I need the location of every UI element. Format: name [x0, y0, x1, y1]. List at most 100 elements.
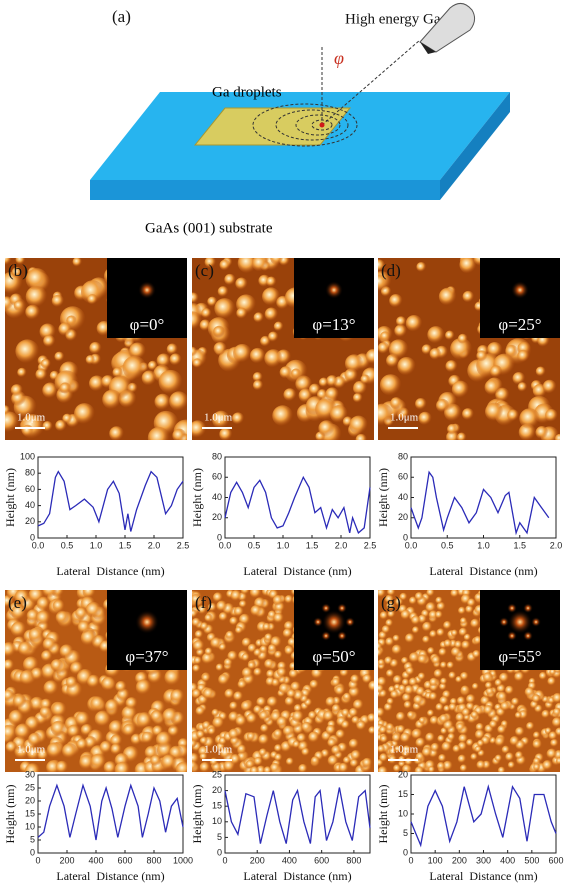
grain — [384, 656, 394, 666]
grain — [446, 661, 455, 670]
grain — [122, 723, 136, 737]
grain — [348, 738, 360, 750]
grain — [207, 296, 218, 307]
grain — [430, 742, 441, 753]
grain — [402, 764, 412, 772]
grain — [350, 750, 362, 761]
y-tick-label: 0 — [217, 847, 222, 857]
grain — [110, 743, 123, 756]
grain — [392, 674, 403, 685]
grain — [65, 676, 78, 689]
grain — [286, 688, 297, 699]
grain — [409, 652, 420, 663]
grain — [192, 609, 198, 619]
grain — [542, 760, 553, 771]
y-tick-label: 20 — [212, 512, 222, 522]
grain — [390, 397, 403, 410]
grain — [266, 276, 277, 287]
grain — [201, 308, 212, 319]
fft-spot — [337, 630, 347, 641]
fft-spot — [321, 603, 331, 614]
grain — [515, 726, 525, 737]
substrate-side — [440, 92, 510, 200]
y-tick-label: 60 — [212, 472, 222, 482]
grain — [385, 669, 395, 678]
grain — [110, 734, 123, 747]
grain — [241, 667, 254, 679]
grain — [396, 316, 407, 327]
grain — [401, 678, 410, 687]
grain — [219, 427, 233, 440]
grain — [13, 300, 25, 311]
panel-label: (d) — [381, 261, 401, 280]
grain — [331, 703, 342, 714]
grain — [509, 735, 520, 747]
grain — [292, 710, 305, 723]
y-axis-label: Height (nm) — [3, 785, 17, 844]
y-tick-label: 0 — [403, 532, 408, 542]
grain — [258, 734, 270, 746]
grain — [323, 710, 335, 722]
grain — [256, 696, 267, 708]
x-tick-label: 0.0 — [32, 540, 45, 550]
grain — [301, 721, 312, 733]
grain — [42, 382, 59, 399]
grain — [484, 681, 493, 690]
grain — [233, 691, 244, 702]
grain — [344, 354, 364, 373]
grain — [11, 604, 27, 621]
grain — [438, 647, 448, 657]
x-axis-label: Lateral Distance (nm) — [243, 869, 351, 883]
grain — [455, 722, 466, 732]
grain — [76, 738, 89, 751]
grain — [121, 705, 138, 722]
grain — [403, 700, 413, 710]
grain — [266, 669, 276, 679]
grain — [524, 687, 536, 698]
grain — [465, 694, 476, 705]
grain — [240, 590, 251, 595]
grain — [308, 710, 318, 721]
y-tick-label: 20 — [212, 785, 222, 795]
y-tick-label: 20 — [398, 512, 408, 522]
grain — [218, 611, 229, 622]
grain — [404, 685, 415, 696]
y-tick-label: 15 — [398, 789, 408, 799]
grain — [552, 717, 560, 728]
grain — [414, 591, 424, 601]
grain — [405, 666, 415, 676]
y-tick-label: 60 — [25, 484, 35, 494]
line-chart: 0 100 200 300 400 500 600 0 5 10 15 20 Lateral Dista… — [376, 769, 564, 882]
grain — [458, 733, 469, 744]
grain — [264, 307, 279, 321]
grain — [273, 321, 284, 332]
y-axis-label: Height (nm) — [190, 468, 204, 527]
grain — [36, 610, 51, 626]
grain — [411, 626, 420, 635]
grain — [233, 343, 252, 363]
grain — [141, 731, 154, 744]
grain — [273, 612, 285, 624]
y-axis-label: Height (nm) — [376, 468, 390, 527]
grain — [67, 724, 81, 739]
x-tick-label: 1.0 — [477, 540, 490, 550]
grain — [470, 753, 479, 761]
grain — [438, 713, 450, 725]
x-tick-label: 600 — [548, 855, 563, 865]
grain — [268, 331, 279, 342]
grain — [368, 726, 374, 735]
grain — [284, 696, 295, 707]
grain — [260, 335, 271, 347]
grain — [381, 625, 391, 634]
line-chart: 0.0 0.5 1.0 1.5 2.0 2.5 0 20 40 60 80 100 Lateral Di… — [3, 451, 190, 577]
x-tick-label: 2.0 — [148, 540, 161, 550]
grain — [416, 261, 427, 272]
grain — [418, 716, 427, 725]
grain — [192, 346, 198, 357]
grain — [166, 343, 178, 355]
grain — [235, 715, 248, 727]
grain — [457, 606, 467, 615]
grain — [318, 377, 329, 388]
grain — [421, 746, 433, 758]
afm-image: φ=13° (c) 1.0μm — [192, 258, 374, 440]
